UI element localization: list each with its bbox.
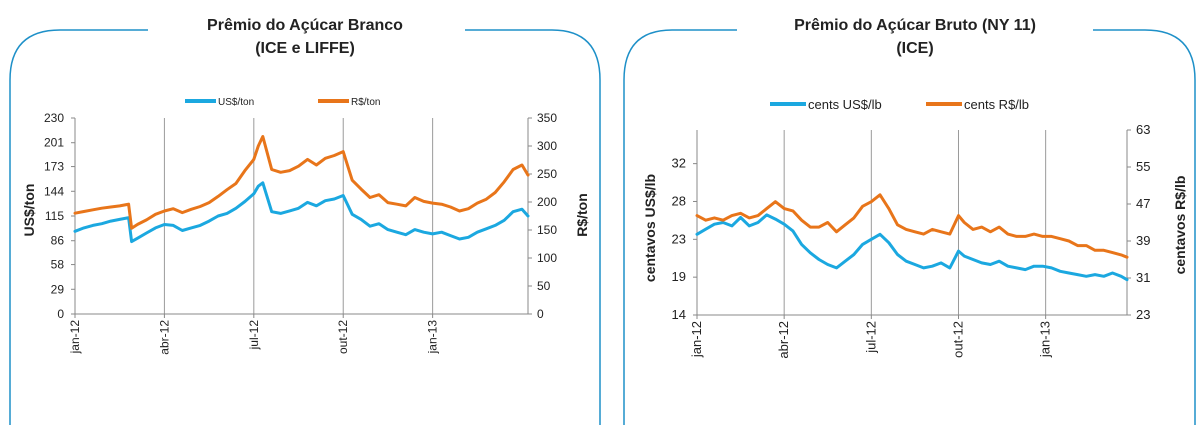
chart1-legend-label-usd: US$/ton	[218, 97, 254, 108]
chart2-y-axis-label: centavos US$/lb	[642, 174, 658, 282]
chart1-y-tick-label: 144	[44, 184, 64, 198]
chart2-y2-tick-label: 63	[1136, 122, 1150, 137]
chart1-y2-tick-label: 250	[537, 167, 557, 181]
chart1-y2-tick-label: 350	[537, 111, 557, 125]
chart1-series-brl-line	[73, 135, 530, 230]
chart1-y-tick-label: 230	[44, 111, 64, 125]
chart1-y-tick-label: 115	[45, 209, 64, 223]
chart1-y-tick-label: 58	[51, 258, 65, 272]
chart2-y2-axis-label: centavos R$/lb	[1172, 176, 1188, 275]
chart1-y-tick-label: 86	[51, 234, 65, 248]
chart2-y-tick-label: 32	[672, 156, 686, 171]
chart1-y-tick-label: 29	[51, 282, 65, 296]
charts-layer: 0 29 58 86 115 144 173 201 230 0 50 100 150 200 250 300…	[44, 111, 1151, 359]
chart1-y2-axis-label: R$/ton	[574, 193, 590, 237]
chart1-series-usd-line	[73, 181, 530, 244]
chart1-y2-tick-label: 300	[537, 139, 557, 153]
chart1-x-tick-label: jul-12	[247, 320, 261, 351]
chart2-x-tick-label: jul-12	[863, 321, 878, 354]
chart2-series-brl-line	[695, 193, 1129, 259]
chart1-y-tick-label: 201	[44, 136, 64, 150]
chart2-y-tick-label: 19	[672, 269, 686, 284]
chart1-x-tick-label: jan-12	[68, 320, 82, 355]
panel-frame-left	[9, 29, 601, 425]
chart2-y2-tick-label: 39	[1136, 233, 1150, 248]
chart1-title-line2: (ICE e LIFFE)	[255, 40, 355, 57]
chart1-y2-tick-label: 50	[537, 279, 551, 293]
chart1-title-line1: Prêmio do Açúcar Branco	[207, 17, 403, 34]
chart1-y-tick-label: 173	[44, 160, 64, 174]
panel-frame-right	[623, 29, 1196, 425]
chart2-x-tick-label: out-12	[950, 321, 965, 358]
chart2-y-tick-label: 23	[672, 231, 686, 246]
chart2-y2-tick-label: 31	[1136, 270, 1150, 285]
chart2-y-tick-label: 28	[672, 193, 686, 208]
chart2-title-line1: Prêmio do Açúcar Bruto (NY 11)	[794, 17, 1036, 34]
chart2-series-usd-line	[695, 213, 1129, 282]
chart1-x-tick-label: abr-12	[157, 320, 171, 355]
chart2-y2-tick-label: 47	[1136, 196, 1150, 211]
chart2-y-tick-label: 14	[672, 307, 686, 322]
chart1-y2-tick-label: 100	[537, 251, 557, 265]
chart2-legend-label-brl: cents R$/lb	[964, 97, 1029, 112]
chart2-x-tick-label: jan-13	[1038, 321, 1053, 358]
chart1-x-tick-label: jan-13	[426, 320, 440, 355]
chart2-legend-label-usd: cents US$/lb	[808, 97, 882, 112]
chart1-y-tick-label: 0	[57, 307, 64, 321]
chart2-x-tick-label: abr-12	[776, 321, 791, 359]
chart1-y2-tick-label: 0	[537, 307, 544, 321]
chart2-x-tick-label: jan-12	[689, 321, 704, 358]
chart1-legend-label-brl: R$/ton	[351, 97, 380, 108]
chart2-title-line2: (ICE)	[896, 40, 933, 57]
chart1-x-tick-label: out-12	[336, 320, 350, 354]
chart2-y2-tick-label: 23	[1136, 307, 1150, 322]
chart2-y2-tick-label: 55	[1136, 159, 1150, 174]
chart1-y2-tick-label: 150	[537, 223, 557, 237]
chart1-y-axis-label: US$/ton	[21, 184, 37, 237]
chart1-y2-tick-label: 200	[537, 195, 557, 209]
